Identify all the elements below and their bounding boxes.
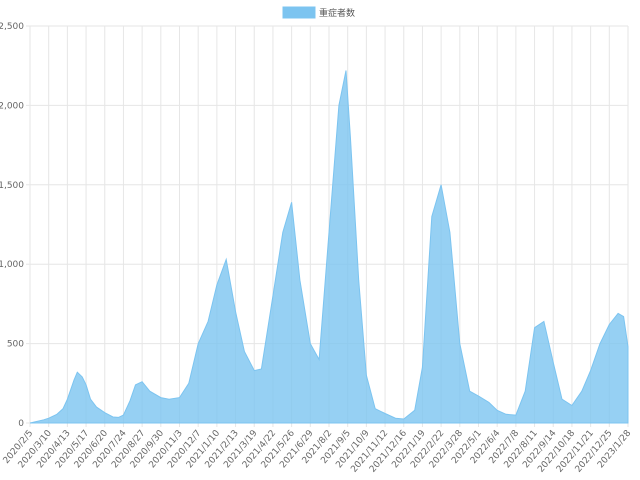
y-tick-label: 0 bbox=[18, 419, 24, 429]
legend[interactable]: 重症者数 bbox=[282, 6, 355, 19]
y-tick-label: 1,500 bbox=[0, 181, 24, 191]
y-tick-label: 2,500 bbox=[0, 22, 24, 32]
legend-label: 重症者数 bbox=[319, 7, 355, 19]
y-tick-label: 500 bbox=[7, 340, 24, 350]
series-area-path bbox=[29, 70, 629, 424]
y-tick-label: 1,000 bbox=[0, 260, 24, 270]
y-axis: 0 500 1,000 1,500 2,000 2,500 bbox=[0, 22, 24, 429]
series-area bbox=[29, 70, 629, 424]
y-tick-label: 2,000 bbox=[0, 101, 24, 111]
x-axis: 2020/2/52020/3/102020/4/132020/5/172020/… bbox=[2, 428, 634, 474]
legend-swatch bbox=[282, 6, 316, 19]
